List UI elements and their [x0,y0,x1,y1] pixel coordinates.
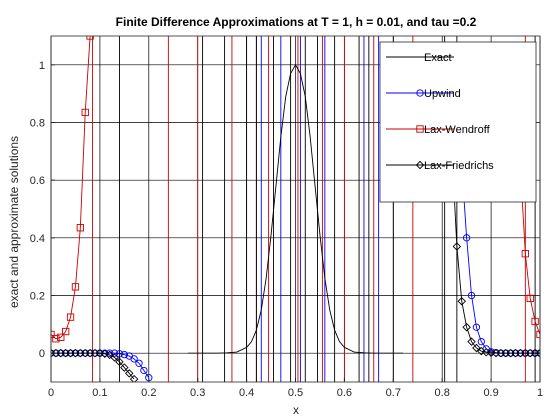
x-tick-label: 0.2 [141,387,156,399]
data-point-upwind [106,349,114,357]
x-tick-label: 0.9 [483,387,498,399]
y-axis-label: exact and approximate solutions [7,136,21,308]
data-point-upwind [130,355,138,363]
legend-label: Exact [424,52,452,64]
data-point-upwind [115,350,124,358]
y-tick-label: 0.6 [30,175,45,187]
series-line-lax-wendroff [519,168,540,335]
plot-series [51,36,540,382]
data-point-upwind [120,350,129,359]
y-tick-label: 0.8 [30,118,45,130]
data-point-lax-friedrichs [95,348,105,358]
series-lax-wendroff [51,36,540,343]
data-point-lax-friedrichs [452,242,462,251]
y-tick-label: 0.2 [30,291,45,303]
legend-swatch-marker [416,125,424,133]
x-axis-label: x [293,403,299,417]
data-point-upwind [462,234,471,242]
data-point-lax-wendroff [66,313,75,321]
data-point-lax-friedrichs [110,353,119,362]
data-point-upwind [135,359,143,367]
x-tick-label: 0.3 [190,387,205,399]
x-tick-label: 0.1 [92,387,107,399]
data-point-lax-friedrichs [535,348,540,358]
legend-box [379,41,537,203]
legend-item-lax-friedrichs: Lax-Friedrichs [386,160,494,172]
legend-label: Upwind [424,88,461,100]
x-tick-label: 0.7 [386,387,401,399]
legend-item-upwind: Upwind [386,88,461,100]
x-tick-label: 0.8 [435,387,450,399]
data-point-lax-friedrichs [125,369,134,378]
data-point-lax-wendroff [62,327,70,336]
x-tick-label: 0 [48,387,54,399]
data-point-lax-friedrichs [115,357,124,367]
series-line-lax-wendroff [51,36,91,340]
data-point-lax-friedrichs [467,337,476,346]
data-point-lax-wendroff [52,335,60,343]
data-point-lax-wendroff [531,317,539,326]
axis-ticks: 0 0.1 0.2 0.3 0.4 0.5 0.6 0.7 0.8 0.9 1 0 0.2 0.4 0.6 0… [30,60,543,399]
data-point-upwind [140,366,148,375]
data-point-lax-friedrichs [462,322,471,332]
data-point-lax-friedrichs [472,343,481,353]
data-point-lax-wendroff [81,108,89,117]
legend-label: Lax-Wendroff [424,124,491,136]
x-tick-label: 0.6 [337,387,352,399]
data-point-lax-wendroff [71,283,80,291]
data-point-lax-friedrichs [457,297,466,306]
data-point-lax-friedrichs [120,363,129,372]
data-point-lax-wendroff [51,330,55,339]
legend: Exact Upwind Lax-Wendroff Lax-Friedrichs [379,41,537,203]
legend-swatch-marker [415,160,425,170]
x-tick-label: 0.5 [288,387,303,399]
data-point-lax-wendroff [76,224,84,232]
series-line-exact [187,63,404,354]
y-tick-label: 1 [39,60,45,72]
data-point-lax-wendroff [526,294,534,303]
x-tick-label: 1 [537,387,543,399]
data-point-lax-friedrichs [129,374,139,382]
data-point-lax-friedrichs [477,346,486,356]
series-exact [187,63,404,354]
data-point-lax-wendroff [86,36,94,40]
data-point-upwind [472,323,481,331]
y-tick-label: 0 [39,348,45,360]
y-tick-label: 0.4 [30,233,45,245]
legend-item-exact: Exact [386,52,454,64]
data-point-lax-friedrichs [100,349,110,358]
data-point-lax-wendroff [57,333,65,341]
legend-label: Lax-Friedrichs [424,160,494,172]
data-point-lax-friedrichs [105,350,114,360]
data-point-upwind [477,337,485,346]
legend-item-lax-wendroff: Lax-Wendroff [386,124,491,136]
vertical-lines [92,36,536,382]
legend-swatch-marker [416,89,424,97]
data-point-lax-wendroff [521,250,529,258]
data-point-lax-friedrichs [481,348,491,357]
chart-title: Finite Difference Approximations at T = … [116,15,477,29]
series-line-lax-friedrichs [451,151,540,354]
data-point-upwind [467,291,476,300]
x-tick-label: 0.4 [239,387,254,399]
